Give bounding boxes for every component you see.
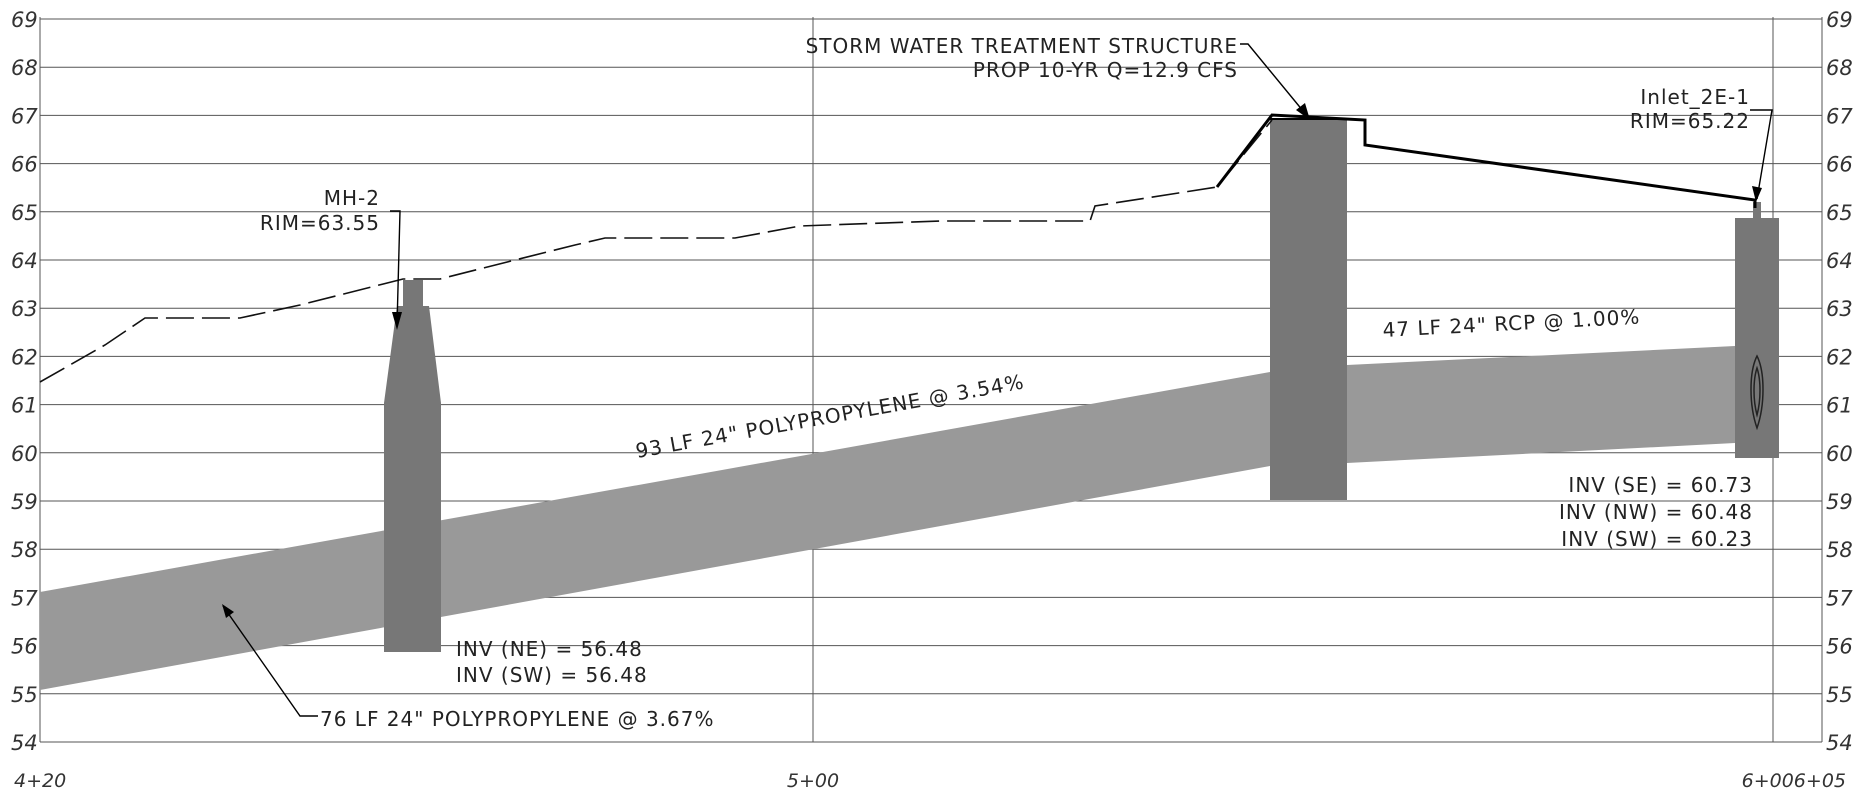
elevation-tick-left-58: 58 xyxy=(11,538,38,562)
inlet-invert-nw: INV (NW) = 60.48 xyxy=(1559,500,1753,524)
mh2-invert-ne: INV (NE) = 56.48 xyxy=(456,637,643,661)
elevation-tick-left-64: 64 xyxy=(11,249,38,273)
mh2-invert-sw: INV (SW) = 56.48 xyxy=(456,663,648,687)
pipe-76lf-leader-arrowhead xyxy=(222,604,234,618)
mh2-leader xyxy=(390,210,401,327)
elevation-tick-right-69: 69 xyxy=(1826,8,1853,32)
pipe-76lf-leader xyxy=(222,605,318,717)
elevation-tick-left-55: 55 xyxy=(11,683,38,707)
elevation-tick-right-54: 54 xyxy=(1826,731,1853,755)
elevation-tick-right-58: 58 xyxy=(1826,538,1853,562)
elevation-tick-left-54: 54 xyxy=(11,731,38,755)
station-label-500: 5+00 xyxy=(787,770,839,792)
elevation-tick-left-69: 69 xyxy=(11,8,38,32)
elevation-ticks-right: 54 55 56 57 58 59 60 61 62 63 64 65 66 67 68 69 xyxy=(1826,8,1853,755)
elevation-tick-right-66: 66 xyxy=(1826,153,1853,177)
swts-flow-label: PROP 10-YR Q=12.9 CFS xyxy=(973,58,1238,82)
elevation-ticks-left: 54 55 56 57 58 59 60 61 62 63 64 65 66 67 68 69 xyxy=(11,8,38,755)
elevation-tick-right-65: 65 xyxy=(1826,201,1853,225)
pipe-47lf-rcp xyxy=(1347,346,1735,463)
inlet-rim-label: RIM=65.22 xyxy=(1630,109,1750,133)
elevation-tick-left-60: 60 xyxy=(11,442,38,466)
elevation-tick-right-55: 55 xyxy=(1826,683,1853,707)
elevation-tick-left-57: 57 xyxy=(11,586,38,610)
inlet-2e1-structure xyxy=(1735,218,1779,458)
swts-title: STORM WATER TREATMENT STRUCTURE xyxy=(806,34,1238,58)
elevation-tick-left-68: 68 xyxy=(11,56,38,80)
pipe-76lf-polypropylene xyxy=(40,372,1270,690)
inlet-leader-arrowhead xyxy=(1752,186,1762,202)
station-label-end: 6+006+05 xyxy=(1742,770,1846,792)
elevation-tick-right-67: 67 xyxy=(1826,104,1853,128)
swts-leader-arrowhead xyxy=(1296,103,1310,120)
mh2-title: MH-2 xyxy=(324,186,380,210)
proposed-grade-line xyxy=(1215,113,1757,208)
inlet-invert-sw: INV (SW) = 60.23 xyxy=(1561,527,1753,551)
elevation-tick-right-63: 63 xyxy=(1826,297,1853,321)
elevation-tick-left-67: 67 xyxy=(11,104,38,128)
mh2-rim-label: RIM=63.55 xyxy=(260,211,380,235)
elevation-tick-left-66: 66 xyxy=(11,153,38,177)
elevation-tick-left-65: 65 xyxy=(11,201,38,225)
elevation-tick-left-61: 61 xyxy=(11,394,38,418)
inlet-2e1-riser xyxy=(1753,202,1761,218)
elevation-tick-right-57: 57 xyxy=(1826,586,1853,610)
inlet-leader xyxy=(1750,109,1773,200)
elevation-tick-right-64: 64 xyxy=(1826,249,1853,273)
elevation-tick-right-60: 60 xyxy=(1826,442,1853,466)
leader-lines xyxy=(222,43,1773,717)
elevation-tick-left-63: 63 xyxy=(11,297,38,321)
elevation-tick-left-62: 62 xyxy=(11,345,38,369)
pipe-76lf-label: 76 LF 24" POLYPROPYLENE @ 3.67% xyxy=(320,707,715,731)
swts-leader xyxy=(1240,43,1309,118)
existing-ground-line xyxy=(39,119,1273,383)
elevation-tick-left-59: 59 xyxy=(11,490,38,514)
elevation-tick-right-59: 59 xyxy=(1826,490,1853,514)
elevation-tick-left-56: 56 xyxy=(11,635,38,659)
station-label-start: 4+20 xyxy=(14,770,66,792)
inlet-invert-se: INV (SE) = 60.73 xyxy=(1568,473,1753,497)
elevation-tick-right-62: 62 xyxy=(1826,345,1853,369)
manhole-mh2-structure xyxy=(384,280,441,652)
elevation-tick-right-68: 68 xyxy=(1826,56,1853,80)
inlet-title: Inlet_2E-1 xyxy=(1640,85,1750,109)
inlet-pipe-opening-icon xyxy=(1750,354,1764,431)
pipe-47lf-label: 47 LF 24" RCP @ 1.00% xyxy=(1382,305,1641,342)
mh2-leader-arrowhead xyxy=(392,312,402,330)
treatment-structure-body xyxy=(1270,119,1347,500)
elevation-tick-right-61: 61 xyxy=(1826,394,1853,418)
elevation-tick-right-56: 56 xyxy=(1826,635,1853,659)
